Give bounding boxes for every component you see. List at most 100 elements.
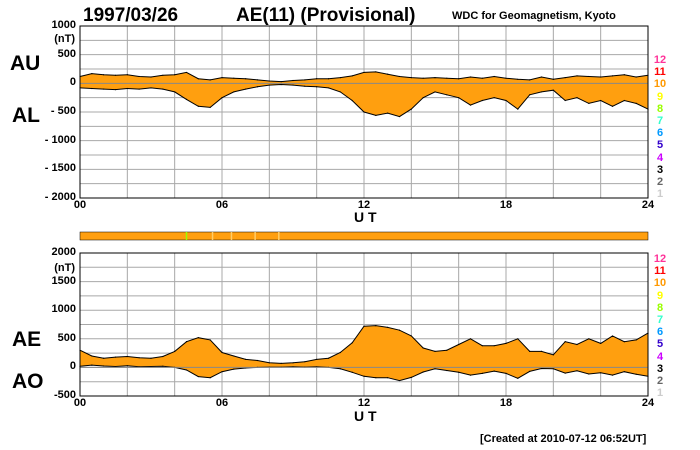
data-point-au [375,71,377,73]
data-point-au [446,77,448,79]
data-point-al [398,115,401,118]
data-point-ae [363,325,365,327]
data-point-al [292,84,294,86]
data-point-ae [185,341,188,343]
data-point-al [540,91,543,93]
y-tick-label: 500 [57,47,76,60]
data-point-al [469,104,472,106]
station-scale-label: 11 [654,265,666,278]
data-point-ao [469,374,472,376]
data-point-ao [103,365,105,367]
data-point-ao [600,372,602,374]
data-point-ao [517,377,519,379]
x-tick-label: 06 [215,397,229,409]
data-point-ao [564,372,566,374]
data-point-al [434,91,436,93]
data-point-ao [529,370,531,373]
data-point-ae [493,345,495,347]
station-scale-label: 12 [653,54,667,66]
station-scale-label: 9 [656,90,664,103]
station-indicator-bar [79,231,649,241]
data-point-au [174,74,176,76]
data-point-ae [327,357,330,359]
plot-frame [79,25,649,199]
data-point-ae [422,347,424,349]
data-point-ao [576,370,578,372]
data-point-ae [635,339,637,341]
data-point-al [387,112,389,114]
ae-label: AE [12,328,42,351]
data-point-ae [162,355,164,358]
data-point-al [588,102,590,104]
data-point-au [292,79,294,82]
data-point-ao [150,365,152,368]
station-scale-label: 5 [656,338,664,351]
data-point-au [469,76,472,78]
data-point-al [162,88,164,90]
y-tick-label: 1000 [51,303,76,316]
data-point-ae [280,362,282,364]
y-tick-label: - 1000 [44,133,76,146]
x-tick-label: 00 [73,397,87,409]
data-point-ao [398,379,401,382]
data-point-ae [505,342,507,344]
data-point-ae [529,350,531,352]
x-tick-label: 06 [215,199,229,211]
data-point-al [363,111,365,113]
data-point-au [493,75,495,78]
y-tick-label: 0 [69,360,76,373]
data-point-au [588,75,590,78]
data-point-al [256,86,259,88]
data-point-au [552,78,554,80]
y-tick-label: - 500 [50,105,76,117]
data-point-al [600,99,602,102]
data-point-al [351,99,353,102]
data-point-au [221,77,223,79]
data-point-al [327,87,330,89]
data-point-ae [197,337,199,339]
data-point-ae [292,362,294,364]
data-point-au [505,77,507,79]
x-tick-label: 24 [641,397,655,409]
data-point-al [339,91,341,93]
data-point-ae [375,325,377,327]
station-scale-label: 3 [656,163,664,176]
y-tick-label: -500 [53,389,76,401]
data-point-au [576,75,578,77]
data-point-ae [304,361,306,363]
x-tick-label: 00 [73,199,87,211]
data-point-al [197,105,199,107]
data-point-ae [600,342,602,344]
data-point-au [422,77,424,79]
data-point-ao [540,367,543,370]
data-point-au [256,79,259,81]
data-point-au [363,71,365,74]
station-scale-label: 12 [653,253,667,265]
data-point-ao [375,377,377,379]
data-point-au [623,74,625,76]
data-point-ae [138,357,140,359]
data-point-al [316,86,318,88]
top-unit-label: (nT) [54,33,75,45]
data-point-ae [351,342,353,344]
data-point-ao [623,371,625,373]
station-scale-label: 1 [656,188,664,201]
x-tick-label: 18 [499,199,513,211]
data-point-ae [611,335,614,337]
data-point-au [434,77,436,79]
top-x-axis-label: U T [354,209,377,225]
data-point-au [114,74,117,76]
data-point-al [150,87,152,89]
data-point-al [493,97,495,99]
data-point-al [505,99,507,102]
area-fill [80,325,648,381]
data-point-al [611,105,614,107]
data-point-ae [268,362,270,364]
data-point-ao [422,371,424,373]
data-point-ao [588,373,590,375]
station-scale-label: 10 [653,277,667,290]
data-point-al [174,91,176,93]
data-point-ae [398,329,401,331]
data-point-al [280,83,282,86]
data-point-ae [481,345,483,347]
